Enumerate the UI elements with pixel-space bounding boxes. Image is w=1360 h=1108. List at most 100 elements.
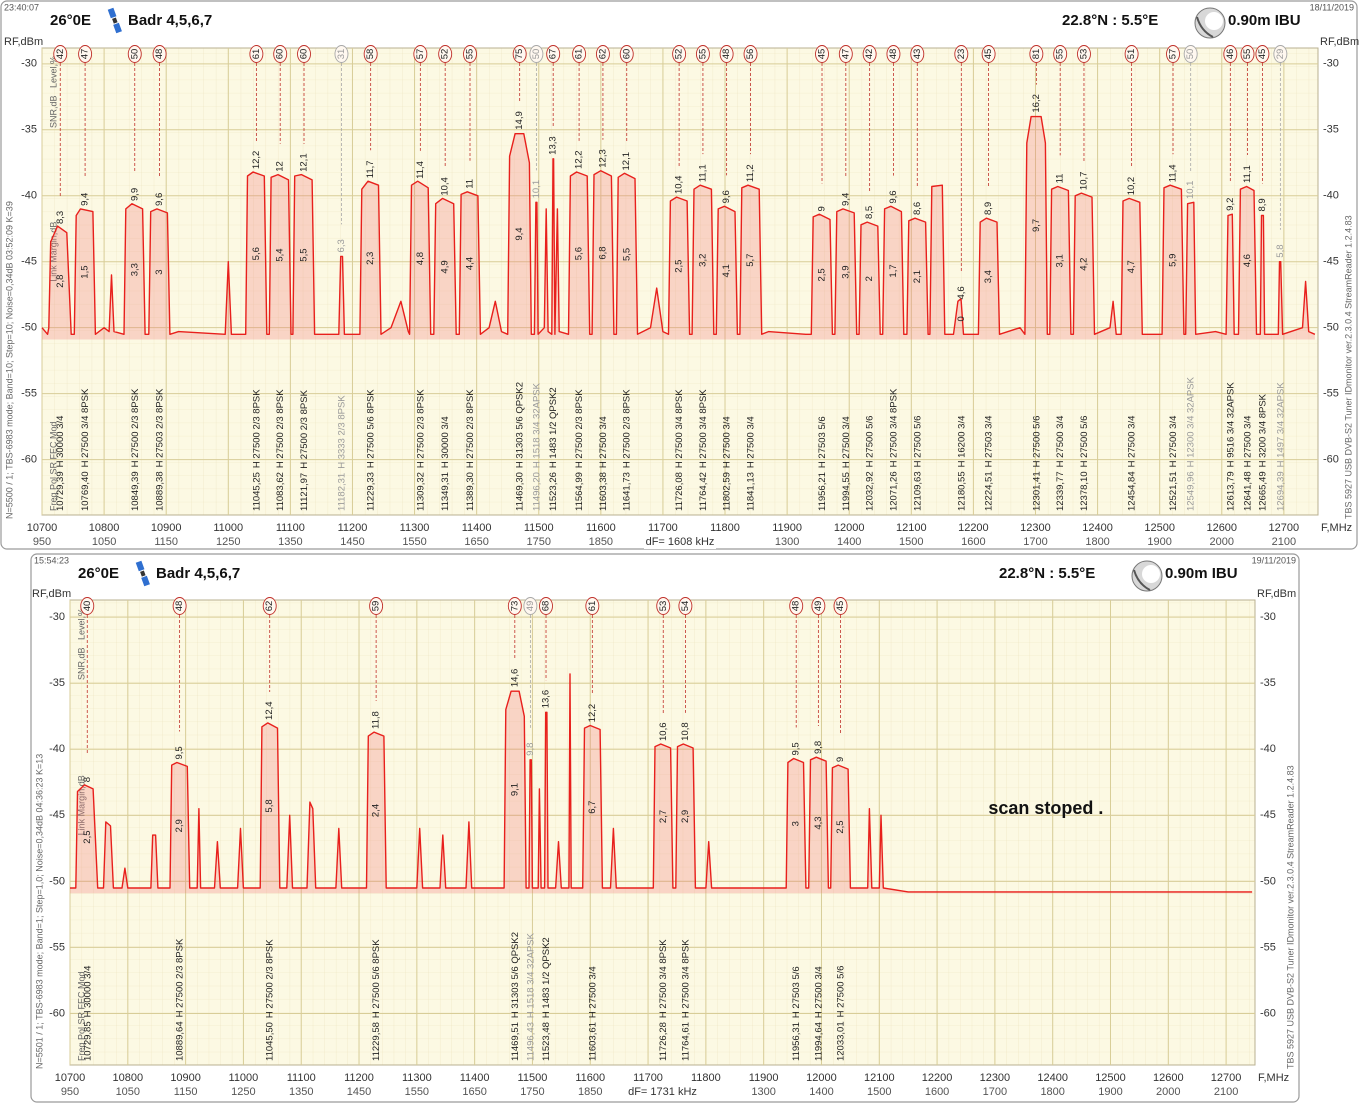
level-label: 45 — [835, 601, 846, 612]
if-tick-label: 1650 — [464, 536, 488, 548]
level-badge — [507, 597, 522, 615]
mode-label: H 16200 3/4 — [956, 416, 967, 468]
scan-time: 15:54:23 — [34, 555, 69, 565]
margin-label: 3 — [154, 269, 165, 274]
frequency-step-label: dF= 1731 kHz — [628, 1086, 697, 1098]
x-tick-label: 11500 — [518, 1072, 548, 1084]
orbital-position: 26°0E — [78, 565, 119, 582]
level-badge — [743, 45, 758, 63]
globe-highlight — [1142, 565, 1160, 583]
scan-settings: N=5500 / 1; TBS-6983 mode; Band=10; Step… — [4, 201, 14, 519]
level-badge — [815, 45, 829, 63]
frequency-label: 10729,39 — [55, 471, 66, 511]
mode-label: H 30000 3/4 — [440, 416, 451, 468]
frequency-label: 11523,26 — [548, 472, 559, 511]
transponder-params: 11726,08 H 27500 3/4 8PSK — [674, 389, 685, 511]
snr-label: 12 — [275, 161, 286, 172]
level-label: 42 — [864, 49, 875, 60]
transponder-params: 11523,26 H 1483 1/2 QPSK2 — [548, 387, 559, 511]
level-label: 50 — [1185, 49, 1196, 60]
level-label: 60 — [275, 49, 286, 60]
frequency-label: 10889,38 — [154, 471, 165, 511]
level-label: 42 — [55, 49, 66, 60]
snr-label: 9,2 — [1225, 198, 1236, 211]
y-tick-label: -55 — [21, 388, 37, 400]
if-tick-label: 1850 — [578, 1086, 602, 1098]
margin-label: 4,4 — [465, 257, 476, 270]
level-badge — [529, 45, 544, 63]
frequency-label: 10889,64 — [174, 1021, 185, 1061]
frequency-label: 11389,30 — [465, 472, 476, 511]
mode-label: H 27500 2/3 8PSK — [621, 389, 632, 468]
software-info: TBS 5927 USB DVB-S2 Tuner IDmonitor ver.… — [1343, 215, 1353, 519]
transponder-params: 11764,61 H 27500 3/4 8PSK — [680, 939, 691, 1061]
level-label: 61 — [251, 49, 262, 60]
x-tick-label: 11800 — [691, 1072, 721, 1084]
mode-label: H 27500 3/4 — [1126, 416, 1137, 468]
frequency-step-label: dF= 1608 kHz — [646, 536, 715, 548]
transponder-params: 11469,51 H 31303 5/6 QPSK2 — [509, 932, 520, 1061]
x-tick-label: 12000 — [806, 1072, 837, 1084]
if-tick-label: 1250 — [216, 536, 240, 548]
margin-label: 4,3 — [813, 816, 824, 829]
if-tick-label: 1900 — [1147, 536, 1171, 548]
mode-label: H 27500 2/3 8PSK — [299, 389, 310, 468]
mode-label: H 27500 3/4 — [1055, 416, 1066, 468]
margin-label: 6,8 — [597, 246, 608, 259]
if-tick-label: 2100 — [1272, 536, 1296, 548]
dish-size: 0.90m IBU — [1165, 565, 1238, 582]
transponder-params: 12665,49 H 3200 3/4 8PSK — [1257, 393, 1268, 511]
satellite-body-icon — [112, 17, 118, 24]
frequency-label: 11564,99 — [574, 472, 585, 511]
transponder-params: 12032,92 H 27500 5/6 — [864, 416, 875, 511]
frequency-label: 11802,59 — [721, 472, 732, 511]
level-badge — [152, 45, 167, 63]
frequency-label: 11523,48 — [541, 1022, 552, 1061]
transponder-params: 10729,39 H 30000 3/4 — [55, 416, 66, 511]
x-tick-label: 10700 — [27, 522, 58, 534]
snr-label: 12,1 — [299, 153, 310, 172]
snr-label: 9,9 — [129, 188, 140, 201]
level-badge — [369, 597, 384, 615]
margin-label: 5,6 — [574, 247, 585, 260]
level-label: 48 — [791, 601, 802, 612]
transponder-params: 12224,51 H 27503 3/4 — [983, 416, 994, 511]
level-badge — [1166, 45, 1180, 63]
x-tick-label: 11300 — [400, 522, 430, 534]
level-label: 40 — [82, 601, 93, 612]
y-tick-label-right: -60 — [1323, 453, 1339, 465]
level-label: 55 — [697, 49, 708, 60]
x-tick-label: 11300 — [402, 1072, 432, 1084]
mode-label: H 27500 2/3 8PSK — [574, 389, 585, 468]
mode-label: H 27500 5/6 — [1031, 416, 1042, 468]
scan-date: 19/11/2019 — [1252, 555, 1296, 565]
transponder-params: 10729,85 H 30000 3/4 — [82, 966, 93, 1061]
snr-label: 9,8 — [525, 743, 536, 756]
if-tick-label: 950 — [61, 1086, 79, 1098]
level-label: 52 — [674, 49, 685, 60]
x-tick-label: 12600 — [1153, 1072, 1184, 1084]
snr-label: 14,6 — [509, 669, 520, 688]
mode-label: H 3333 2/3 8PSK — [336, 395, 347, 469]
level-label: 53 — [658, 601, 669, 612]
level-label: 29 — [1275, 49, 1286, 60]
snr-label: 11,7 — [365, 160, 376, 178]
level-label: 68 — [541, 601, 552, 612]
frequency-label: 11229,58 — [371, 1022, 382, 1061]
mode-label: H 27500 2/3 8PSK — [264, 939, 275, 1018]
margin-label: 4,2 — [1078, 258, 1089, 271]
level-badge — [954, 45, 969, 63]
level-label: 60 — [621, 49, 632, 60]
if-tick-label: 1750 — [526, 536, 550, 548]
mode-label: H 27500 5/6 — [1078, 416, 1089, 468]
margin-label: 5,5 — [621, 248, 632, 261]
snr-label: 8,9 — [1257, 198, 1268, 211]
x-tick-label: 10800 — [113, 1072, 144, 1084]
transponder-params: 11045,50 H 27500 2/3 8PSK — [264, 939, 275, 1061]
if-tick-label: 1500 — [899, 536, 923, 548]
level-badge — [811, 597, 826, 615]
frequency-label: 12521,51 — [1168, 471, 1179, 511]
satellite-panel-icon — [141, 575, 150, 587]
plot-area — [41, 47, 1319, 516]
